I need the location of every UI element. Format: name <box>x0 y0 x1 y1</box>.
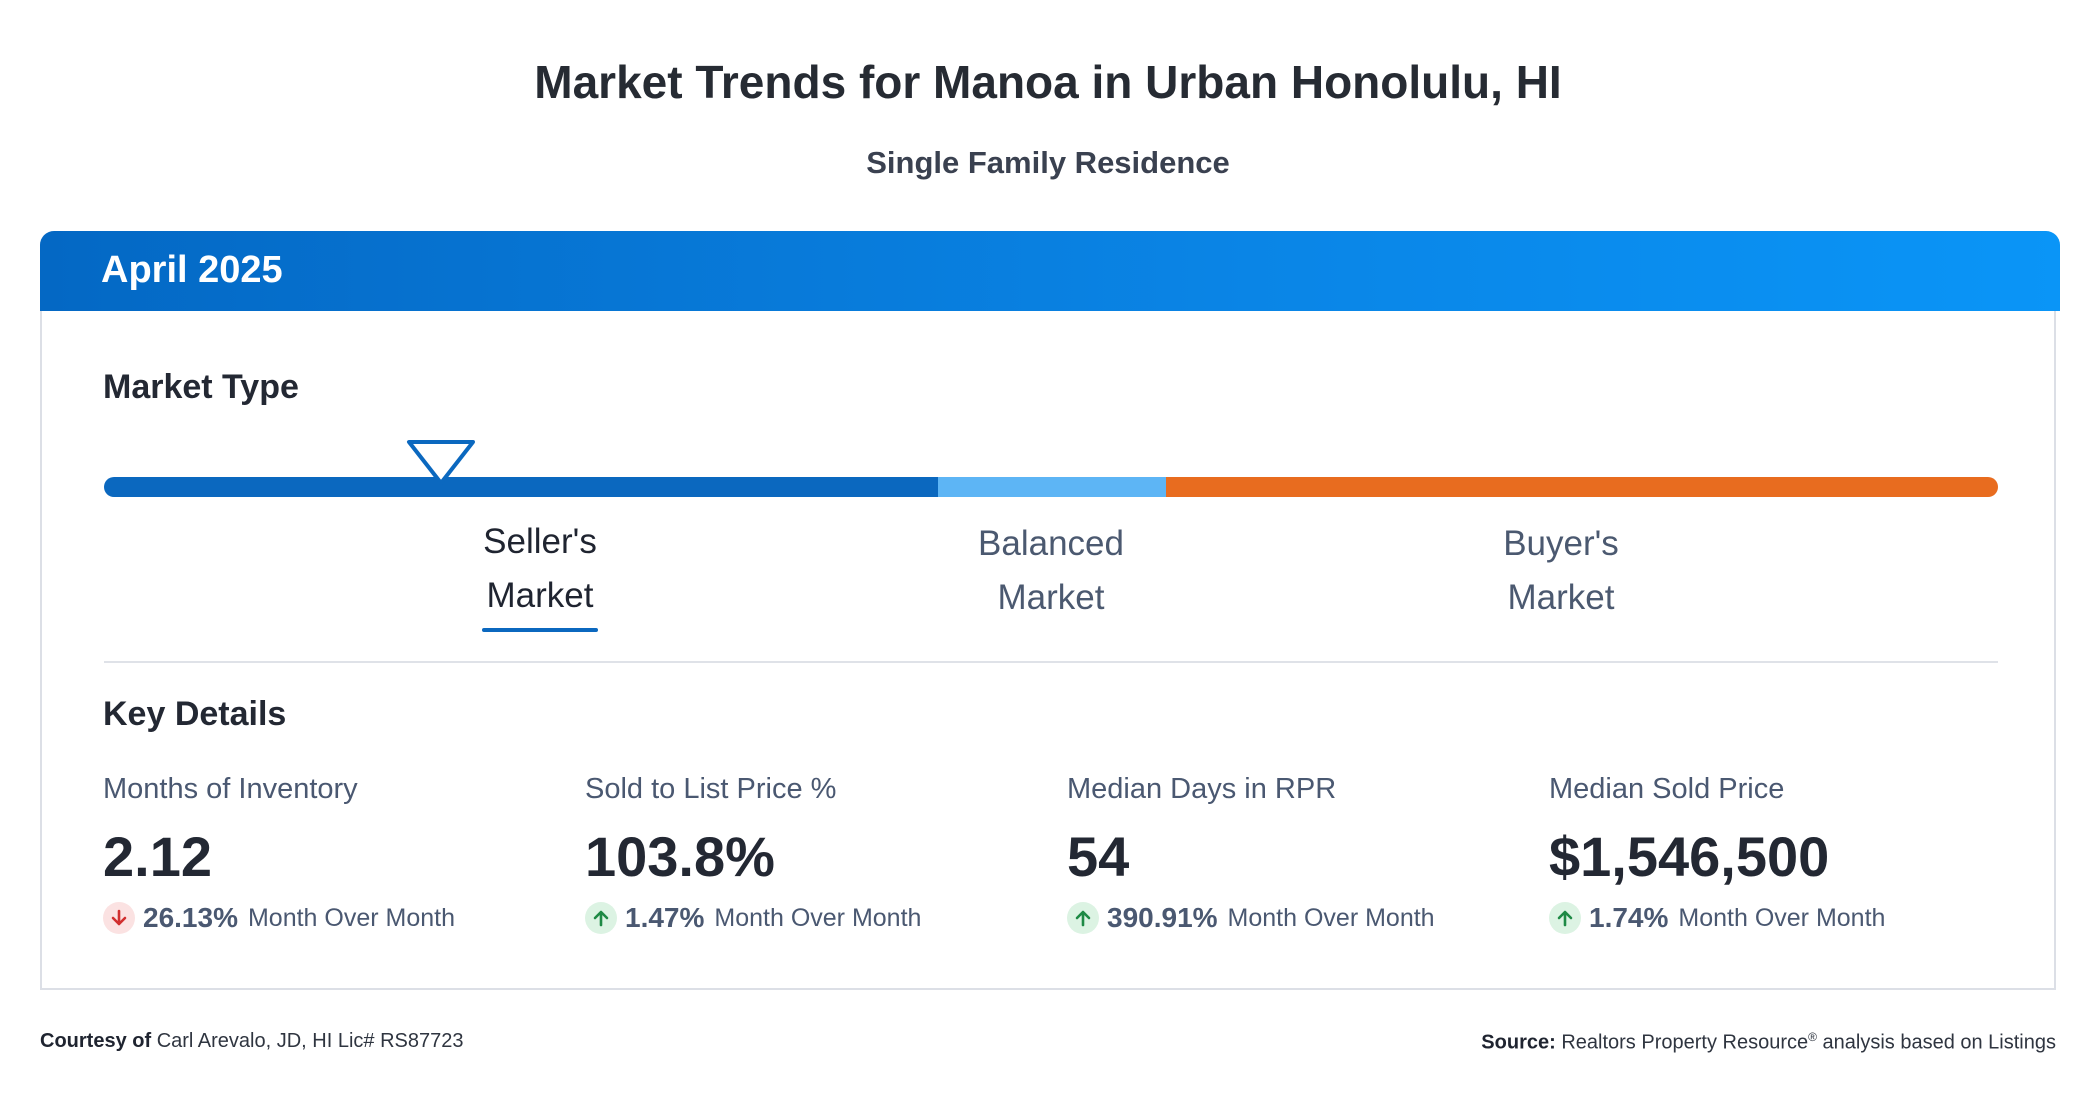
active-market-underline <box>482 628 598 632</box>
stat-change: 1.47% Month Over Month <box>585 901 1045 935</box>
stat-label: Median Days in RPR <box>1067 773 1337 805</box>
stat-sold-to-list-price: Sold to List Price % 103.8% 1.47% Month … <box>585 773 1045 935</box>
source-rest: analysis based on Listings <box>1816 1031 2057 1054</box>
balanced-market-segment <box>938 477 1166 497</box>
stat-label: Sold to List Price % <box>585 773 837 805</box>
stat-change-label: Month Over Month <box>247 903 455 932</box>
stat-label: Median Sold Price <box>1549 773 1785 805</box>
section-divider <box>104 661 1998 663</box>
stat-value: 54 <box>1067 825 1130 888</box>
stat-value: 2.12 <box>103 825 212 888</box>
card-header: April 2025 <box>40 231 2060 311</box>
balanced-market-label-line2: Market <box>997 578 1105 617</box>
source-label: Source: <box>1481 1031 1556 1054</box>
page-subtitle: Single Family Residence <box>866 145 1230 180</box>
key-details-heading: Key Details <box>103 695 287 733</box>
stat-change: 26.13% Month Over Month <box>103 901 563 935</box>
market-indicator-icon <box>407 440 475 485</box>
buyer-market-label: Buyer's Market <box>1411 517 1711 625</box>
balanced-market-label: Balanced Market <box>901 517 1201 625</box>
stat-change: 390.91% Month Over Month <box>1067 901 1527 935</box>
arrow-down-icon <box>103 902 135 934</box>
stat-change-label: Month Over Month <box>1678 903 1886 932</box>
buyer-market-label-line1: Buyer's <box>1503 524 1619 563</box>
report-month: April 2025 <box>101 249 283 291</box>
market-type-scale <box>104 477 1998 497</box>
courtesy-text: Carl Arevalo, JD, HI Lic# RS87723 <box>156 1030 464 1052</box>
stat-change-percent: 1.74% <box>1589 902 1669 933</box>
stat-label: Months of Inventory <box>103 773 358 805</box>
seller-market-label: Seller's Market <box>390 515 690 623</box>
seller-market-label-line2: Market <box>486 576 594 615</box>
seller-market-segment <box>104 477 938 497</box>
courtesy-label: Courtesy of <box>40 1030 152 1052</box>
stat-change-percent: 26.13% <box>143 902 238 933</box>
stat-change: 1.74% Month Over Month <box>1549 901 2009 935</box>
market-card: April 2025 Market Type Seller's Market B… <box>40 231 2060 990</box>
seller-market-label-line1: Seller's <box>483 522 597 561</box>
source-footer: Source: Realtors Property Resource® anal… <box>1481 1030 2056 1055</box>
buyer-market-label-line2: Market <box>1507 578 1615 617</box>
stat-change-percent: 1.47% <box>625 902 705 933</box>
buyer-market-segment <box>1166 477 1998 497</box>
stat-median-days-in-rpr: Median Days in RPR 54 390.91% Month Over… <box>1067 773 1527 935</box>
balanced-market-label-line1: Balanced <box>978 524 1124 563</box>
page-title: Market Trends for Manoa in Urban Honolul… <box>534 56 1562 108</box>
stat-value: $1,546,500 <box>1549 825 1830 888</box>
registered-mark: ® <box>1808 1030 1817 1044</box>
stat-change-label: Month Over Month <box>714 903 922 932</box>
stat-months-of-inventory: Months of Inventory 2.12 26.13% Month Ov… <box>103 773 563 935</box>
stat-change-label: Month Over Month <box>1227 903 1435 932</box>
arrow-up-icon <box>585 902 617 934</box>
arrow-up-icon <box>1067 902 1099 934</box>
source-name: Realtors Property Resource <box>1561 1031 1809 1054</box>
market-type-heading: Market Type <box>103 368 299 406</box>
stat-value: 103.8% <box>585 825 775 888</box>
arrow-up-icon <box>1549 902 1581 934</box>
stat-median-sold-price: Median Sold Price $1,546,500 1.74% Month… <box>1549 773 2009 935</box>
courtesy-footer: Courtesy of Carl Arevalo, JD, HI Lic# RS… <box>40 1030 464 1053</box>
stat-change-percent: 390.91% <box>1107 902 1218 933</box>
